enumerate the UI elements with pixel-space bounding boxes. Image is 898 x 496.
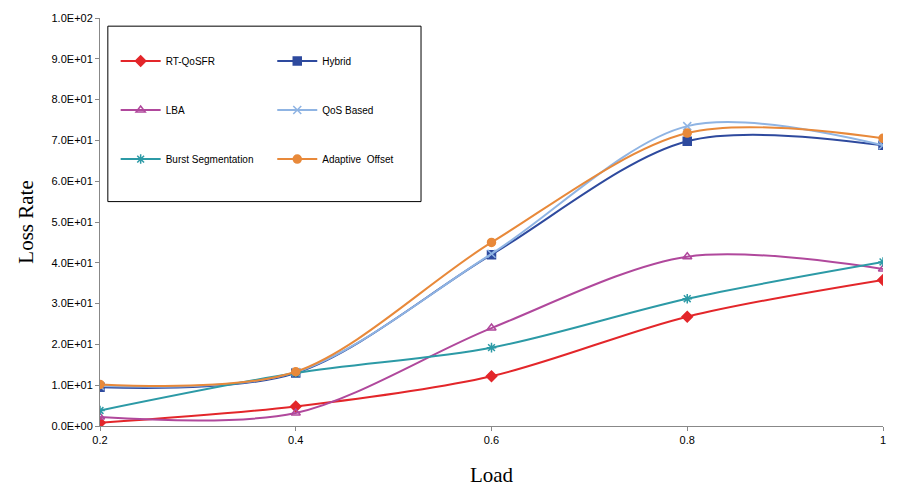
svg-text:LBA: LBA — [166, 105, 185, 116]
svg-text:1.0E+01: 1.0E+01 — [52, 379, 93, 391]
svg-text:Load: Load — [470, 463, 514, 487]
svg-text:0.2: 0.2 — [92, 434, 107, 446]
svg-text:QoS Based: QoS Based — [322, 105, 373, 116]
svg-text:7.0E+01: 7.0E+01 — [52, 134, 93, 146]
svg-text:RT-QoSFR: RT-QoSFR — [166, 56, 215, 67]
svg-text:9.0E+01: 9.0E+01 — [52, 53, 93, 65]
svg-text:3.0E+01: 3.0E+01 — [52, 297, 93, 309]
svg-text:Hybrid: Hybrid — [322, 56, 351, 67]
svg-text:8.0E+01: 8.0E+01 — [52, 93, 93, 105]
svg-text:5.0E+01: 5.0E+01 — [52, 216, 93, 228]
svg-text:0.6: 0.6 — [484, 434, 499, 446]
svg-text:0.0E+00: 0.0E+00 — [52, 420, 93, 432]
svg-text:0.8: 0.8 — [680, 434, 695, 446]
svg-text:1.0E+02: 1.0E+02 — [52, 12, 93, 24]
svg-text:Burst Segmentation: Burst Segmentation — [166, 154, 254, 165]
svg-text:Adaptive Offset: Adaptive Offset — [322, 154, 393, 165]
svg-text:6.0E+01: 6.0E+01 — [52, 175, 93, 187]
svg-text:2.0E+01: 2.0E+01 — [52, 338, 93, 350]
svg-text:0.4: 0.4 — [288, 434, 303, 446]
svg-text:1: 1 — [880, 434, 886, 446]
svg-text:4.0E+01: 4.0E+01 — [52, 257, 93, 269]
svg-text:Loss Rate: Loss Rate — [14, 180, 38, 263]
